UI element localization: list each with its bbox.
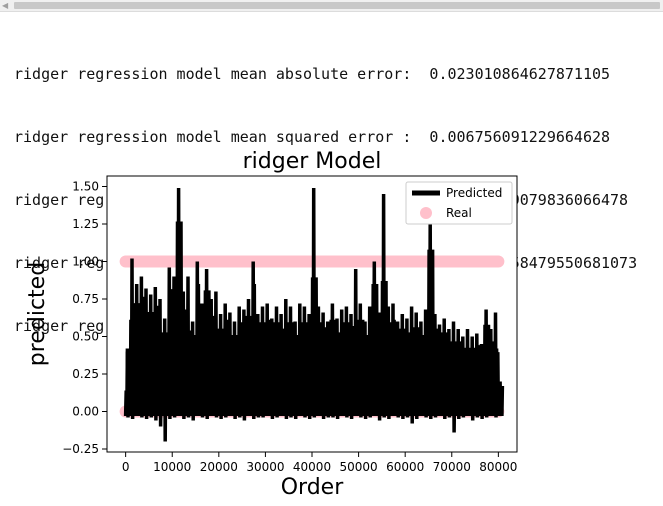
y-tick-label: 0.25 bbox=[72, 367, 99, 381]
chart: 0 10000 20000 30000 40000 50000 60000 70000 8000… bbox=[25, 149, 518, 500]
predicted-series-body bbox=[125, 348, 499, 416]
y-tick-label: 1.00 bbox=[72, 255, 99, 269]
legend: Predicted Real bbox=[405, 181, 513, 225]
x-tick-label: 70000 bbox=[433, 460, 471, 474]
x-tick-label: 10000 bbox=[153, 460, 191, 474]
output-line-mae: ridger regression model mean absolute er… bbox=[14, 65, 611, 83]
scrollbar-thumb[interactable] bbox=[14, 2, 660, 9]
x-tick-label: 60000 bbox=[386, 460, 424, 474]
scroll-left-arrow-icon[interactable]: ◀ bbox=[2, 1, 9, 10]
y-tick-label: 0.75 bbox=[72, 292, 99, 306]
y-tick-label: 1.25 bbox=[72, 217, 99, 231]
plot-border bbox=[106, 175, 518, 453]
x-tick-label: 0 bbox=[122, 460, 130, 474]
y-axis-label: predicted bbox=[25, 262, 50, 366]
x-tick-label: 50000 bbox=[339, 460, 377, 474]
x-tick-label: 20000 bbox=[200, 460, 238, 474]
legend-real-swatch bbox=[420, 207, 432, 219]
horizontal-scrollbar[interactable]: ◀ bbox=[0, 0, 663, 12]
y-tick-label: 1.50 bbox=[72, 180, 99, 194]
x-tick-label: 80000 bbox=[479, 460, 517, 474]
output-line-mse: ridger regression model mean squared err… bbox=[14, 128, 611, 146]
legend-real-label: Real bbox=[446, 206, 472, 220]
y-tick-label: −0.25 bbox=[62, 442, 99, 456]
legend-predicted-label: Predicted bbox=[446, 186, 502, 200]
y-tick-label: 0.50 bbox=[72, 330, 99, 344]
chart-title: ridger Model bbox=[243, 149, 382, 174]
x-tick-label: 40000 bbox=[293, 460, 331, 474]
y-tick-label: 0.00 bbox=[72, 405, 99, 419]
x-axis-label: Order bbox=[281, 475, 344, 500]
x-tick-label: 30000 bbox=[246, 460, 284, 474]
